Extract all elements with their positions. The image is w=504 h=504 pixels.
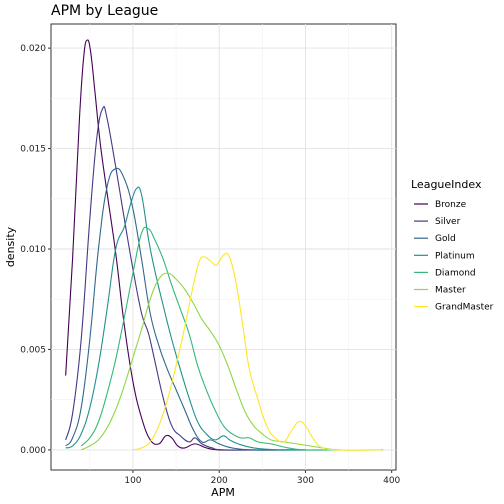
y-axis: 0.000 0.005 0.010 0.015 0.020 [20, 44, 51, 456]
y-tick-label: 0.020 [20, 44, 46, 54]
y-tick-label: 0.015 [20, 145, 46, 155]
density-curves [65, 39, 384, 451]
legend-label-grandmaster: GrandMaster [435, 303, 494, 313]
legend-title: LeagueIndex [411, 178, 482, 191]
x-tick-label: 100 [124, 476, 141, 486]
x-tick-label: 200 [211, 476, 228, 486]
y-axis-title: density [4, 226, 17, 267]
density-line-master [80, 272, 384, 451]
x-axis-title: APM [211, 486, 235, 499]
x-tick-label: 400 [383, 476, 400, 486]
density-line-grandmaster [132, 252, 382, 451]
y-tick-label: 0.010 [20, 245, 46, 255]
chart-title: APM by League [51, 3, 158, 19]
legend-label-platinum: Platinum [435, 251, 475, 261]
legend-label-bronze: Bronze [435, 200, 467, 210]
plot-panel [50, 23, 397, 471]
density-line-diamond [80, 226, 340, 451]
y-tick-label: 0.005 [20, 345, 46, 355]
legend-label-silver: Silver [435, 217, 461, 227]
y-tick-label: 0.000 [20, 446, 46, 456]
legend: LeagueIndex Bronze Silver Gold Platinum Diam… [411, 178, 494, 313]
density-line-gold [65, 167, 306, 451]
x-tick-label: 300 [297, 476, 314, 486]
legend-label-master: Master [435, 286, 466, 296]
density-line-bronze [65, 39, 306, 451]
x-axis: 100 200 300 400 [124, 470, 401, 486]
legend-label-gold: Gold [435, 234, 456, 244]
legend-label-diamond: Diamond [435, 268, 476, 278]
density-line-platinum [65, 186, 323, 451]
